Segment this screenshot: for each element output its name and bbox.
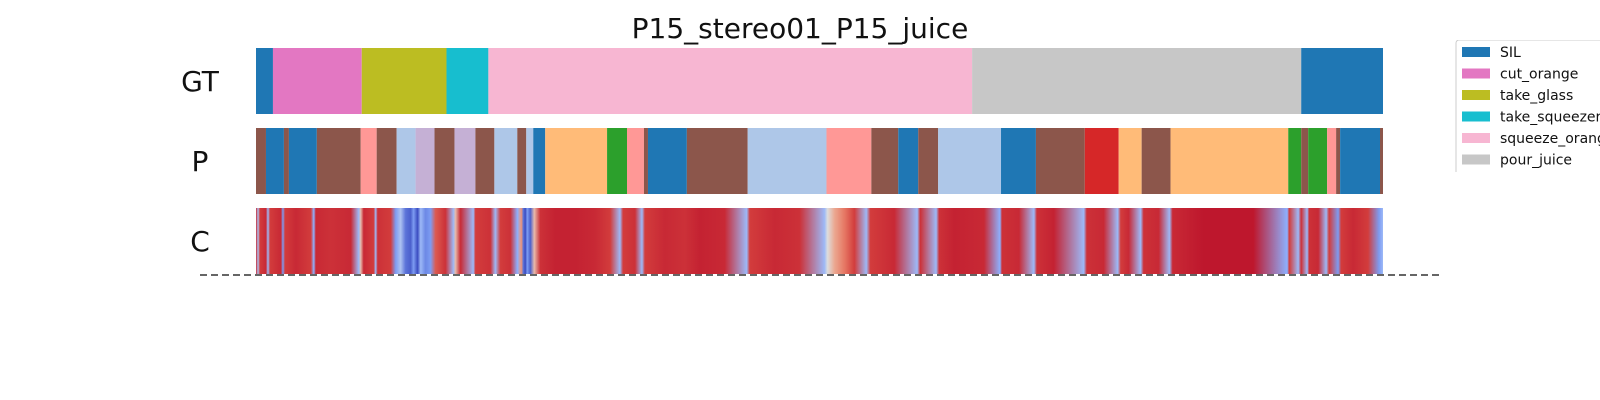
segment-p-11 xyxy=(475,128,495,194)
legend-label-cut-orange: cut_orange xyxy=(1500,67,1578,83)
segment-p-25 xyxy=(898,128,919,194)
segment-p-38 xyxy=(1336,128,1341,194)
segment-p-16 xyxy=(545,128,608,194)
segment-p-12 xyxy=(494,128,518,194)
segment-p-1 xyxy=(265,128,284,194)
segment-p-8 xyxy=(415,128,435,194)
row-labels: GT P C xyxy=(181,65,220,258)
segment-p-10 xyxy=(454,128,476,194)
segment-p-18 xyxy=(627,128,644,194)
segment-p-32 xyxy=(1141,128,1171,194)
segment-p-27 xyxy=(938,128,1002,194)
segment-gt-5 xyxy=(972,48,1302,114)
segment-p-5 xyxy=(360,128,377,194)
segment-p-34 xyxy=(1288,128,1302,194)
segment-p-6 xyxy=(376,128,397,194)
row-label-p: P xyxy=(192,145,209,178)
confidence-strip xyxy=(256,208,1383,274)
legend: SIL cut_orange take_glass take_squeezersque… xyxy=(1455,40,1600,172)
row-label-c: C xyxy=(190,225,210,258)
segment-p-3 xyxy=(288,128,317,194)
segment-p-26 xyxy=(918,128,939,194)
legend-label-squeeze-orange: squeeze_orange xyxy=(1500,131,1600,147)
legend-frame xyxy=(1455,40,1600,172)
segment-gt-4 xyxy=(488,48,973,114)
segment-gt-2 xyxy=(361,48,447,114)
segment-p-20 xyxy=(647,128,687,194)
legend-label-take-glass: take_glass xyxy=(1500,88,1573,104)
segment-p-30 xyxy=(1084,128,1119,194)
legend-swatch-pour-juice xyxy=(1462,154,1490,165)
segment-p-2 xyxy=(283,128,289,194)
segment-p-14 xyxy=(526,128,534,194)
segment-p-31 xyxy=(1118,128,1142,194)
segment-p-9 xyxy=(434,128,455,194)
segment-bars xyxy=(256,48,1383,274)
legend-swatch-cut-orange xyxy=(1462,68,1490,79)
segment-p-22 xyxy=(747,128,827,194)
segment-p-37 xyxy=(1327,128,1337,194)
segment-p-0 xyxy=(256,128,266,194)
legend-swatch-take-glass xyxy=(1462,90,1490,100)
segment-p-13 xyxy=(517,128,527,194)
segment-p-21 xyxy=(686,128,748,194)
segment-p-28 xyxy=(1001,128,1036,194)
row-label-gt: GT xyxy=(181,65,220,98)
segment-p-4 xyxy=(316,128,361,194)
segment-p-29 xyxy=(1035,128,1085,194)
segment-p-36 xyxy=(1308,128,1328,194)
legend-label-take-squeezer: take_squeezer xyxy=(1500,110,1600,126)
segment-p-24 xyxy=(871,128,899,194)
chart-title: P15_stereo01_P15_juice xyxy=(631,12,969,45)
segment-p-17 xyxy=(607,128,628,194)
segment-p-15 xyxy=(533,128,546,194)
segment-p-7 xyxy=(396,128,416,194)
segment-gt-6 xyxy=(1301,48,1383,114)
legend-swatch-squeeze-orange xyxy=(1462,133,1490,143)
segment-p-23 xyxy=(826,128,872,194)
legend-label-pour-juice: pour_juice xyxy=(1500,153,1572,169)
segment-p-35 xyxy=(1301,128,1309,194)
segment-gt-3 xyxy=(446,48,489,114)
segment-p-33 xyxy=(1170,128,1289,194)
segment-p-40 xyxy=(1380,128,1383,194)
segment-p-39 xyxy=(1340,128,1380,194)
segment-gt-0 xyxy=(256,48,273,114)
legend-swatch-take-squeezer xyxy=(1462,111,1490,122)
segment-gt-1 xyxy=(272,48,362,114)
segment-p-19 xyxy=(643,128,648,194)
legend-swatch-sil xyxy=(1462,47,1490,57)
legend-label-sil: SIL xyxy=(1500,45,1521,61)
